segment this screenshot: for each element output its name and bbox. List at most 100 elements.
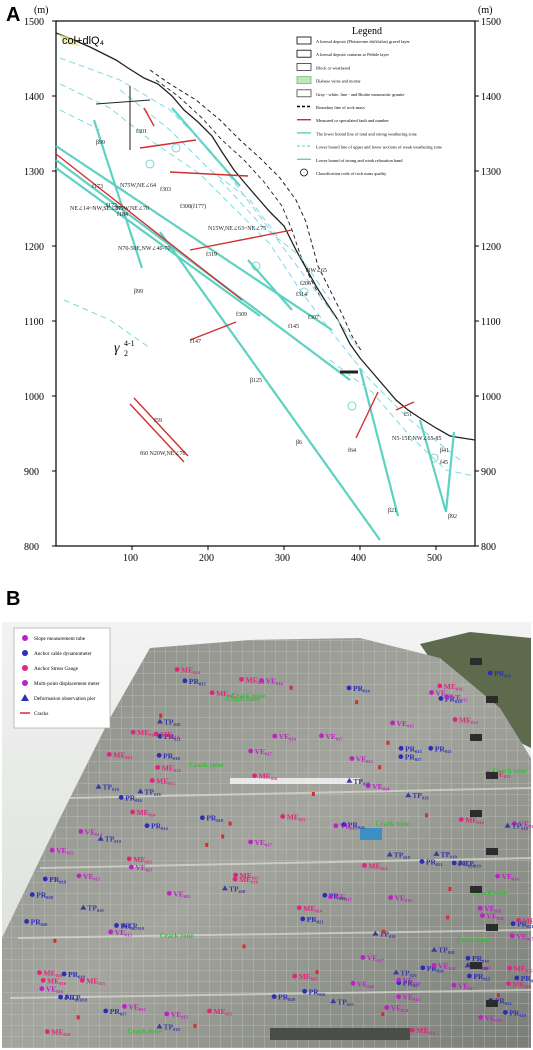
instrument-marker — [360, 955, 366, 960]
instrument-marker — [365, 783, 371, 789]
instrument-marker — [128, 864, 134, 870]
instrument-code: VE₀₁₄ — [372, 782, 390, 791]
instrument-marker — [429, 690, 434, 695]
crack-marker — [378, 765, 382, 770]
instrument-marker — [156, 752, 162, 758]
weathering-line — [329, 359, 475, 477]
legend-b-item-label: Multi-point displacement meter — [34, 681, 100, 687]
legend-b-box — [13, 627, 111, 729]
section-annotation: f145 — [288, 323, 299, 330]
instrument-code: TP₀₁₉ — [464, 859, 481, 868]
instrument-code: ME₀₁₅ — [240, 871, 260, 880]
legend-b-swatch — [22, 680, 28, 686]
instrument-marker — [76, 873, 82, 879]
instrument-marker — [514, 975, 520, 981]
instrument-code: VE₀₁₇ — [255, 747, 273, 756]
instrument-marker — [495, 873, 500, 879]
vein-line — [358, 367, 400, 517]
instrument-code: PR₀₂₀ — [31, 917, 48, 926]
instrument-marker — [58, 994, 64, 1000]
y-tick-label: 1300 — [24, 167, 44, 178]
legend-item-label: Lower bound of strong and weak relaxatio… — [316, 158, 403, 163]
instrument-marker — [390, 720, 395, 726]
axis-unit-left: (m) — [34, 5, 48, 16]
instrument-marker — [271, 994, 277, 1000]
instrument-code: ME₀₁₆ — [47, 976, 67, 985]
section-annotation: f147 — [190, 338, 201, 345]
deformation-pier-marker — [97, 835, 104, 841]
instrument-code: PR₀₁₅ — [405, 744, 422, 753]
instrument-marker — [398, 745, 404, 751]
instrument-marker — [349, 756, 355, 761]
rock-unit-superscript: 4-1 — [124, 339, 135, 348]
deformation-pier-marker — [504, 822, 511, 828]
instrument-code: PR₀₁₆ — [125, 793, 142, 802]
section-annotation: f303 — [160, 186, 171, 193]
rock-unit-label: γ — [114, 341, 120, 356]
instrument-code: PR₀₂₁ — [517, 920, 533, 929]
instrument-code: PR₀₁₄ — [353, 684, 370, 693]
axis-unit-right: (m) — [478, 5, 492, 16]
fault-line — [139, 139, 197, 149]
crack-marker — [355, 700, 359, 705]
instrument-code: VE₀₁₇ — [516, 932, 533, 941]
legend-swatch — [296, 89, 312, 98]
instrument-marker — [477, 905, 483, 911]
y-tick-label: 1200 — [481, 242, 501, 253]
instrument-code: TP₀₂₀ — [400, 968, 417, 977]
instrument-marker — [516, 918, 522, 923]
legend-swatch — [296, 49, 312, 58]
section-annotation: β6 — [296, 440, 302, 446]
instrument-marker — [419, 859, 425, 864]
instrument-code: PR₀₁₄ — [427, 964, 444, 973]
weathering-line — [119, 89, 281, 241]
instrument-marker — [155, 765, 161, 770]
instrument-code: VE₀₁₇ — [325, 732, 343, 741]
instrument-code: ME₀₁₄ — [137, 808, 157, 817]
vein-line — [247, 259, 293, 311]
instrument-code: TP₀₁₉ — [394, 851, 411, 860]
section-tag — [486, 1000, 498, 1007]
weathering-line — [63, 299, 151, 349]
instrument-code: VE₀₁₅ — [129, 1002, 147, 1011]
instrument-code: ME₀₁₅ — [133, 855, 153, 864]
section-tag — [486, 696, 498, 703]
instrument-marker — [502, 1009, 508, 1015]
instrument-marker — [302, 988, 308, 994]
instrument-code: TP₀₁₈ — [438, 946, 455, 955]
instrument-code: PR₀₁₈ — [494, 669, 511, 678]
instrument-code: PR₀₁₅ — [65, 993, 82, 1002]
vein-line — [159, 231, 381, 541]
crack-marker — [221, 834, 225, 839]
section-annotation: β99 — [134, 289, 143, 295]
legend-b-swatch — [22, 635, 28, 641]
crack-marker — [242, 944, 246, 949]
instrument-marker — [207, 1008, 212, 1014]
y-tick-label: 900 — [24, 467, 39, 478]
instrument-marker — [252, 773, 257, 779]
instrument-marker — [398, 754, 404, 760]
panel-a-label: A — [6, 4, 21, 26]
section-annotation: f51 — [404, 411, 412, 418]
instrument-code: VE₀₁₆ — [357, 979, 375, 988]
instrument-code: VE₀₁₄ — [502, 872, 520, 881]
section-annotation: f301 — [136, 128, 147, 135]
panel-b-label: B — [6, 588, 21, 610]
deformation-pier-marker — [433, 850, 440, 856]
instrument-code: VE₀₁₅ — [397, 719, 415, 728]
instrument-marker — [108, 929, 114, 935]
y-tick-label: 1500 — [24, 17, 44, 28]
instrument-marker — [444, 694, 450, 700]
legend-item-label: Lower bound line of upper and lower sect… — [316, 145, 442, 150]
section-annotation: β21 — [388, 508, 397, 514]
instrument-code: TP₀₁₉ — [128, 921, 145, 930]
instrument-code: VE₀₁₆ — [473, 961, 491, 970]
instrument-marker — [29, 892, 35, 897]
legend-title: Legend — [352, 26, 382, 37]
bench-line — [39, 857, 532, 869]
legend-item-label: Measured or speculated fault and number — [316, 118, 389, 123]
y-tick-label: 800 — [24, 542, 39, 553]
instrument-marker — [248, 748, 254, 754]
instrument-code: ME₀₁₅ — [492, 770, 512, 779]
instrument-code: ME₀₁₆ — [444, 682, 464, 691]
